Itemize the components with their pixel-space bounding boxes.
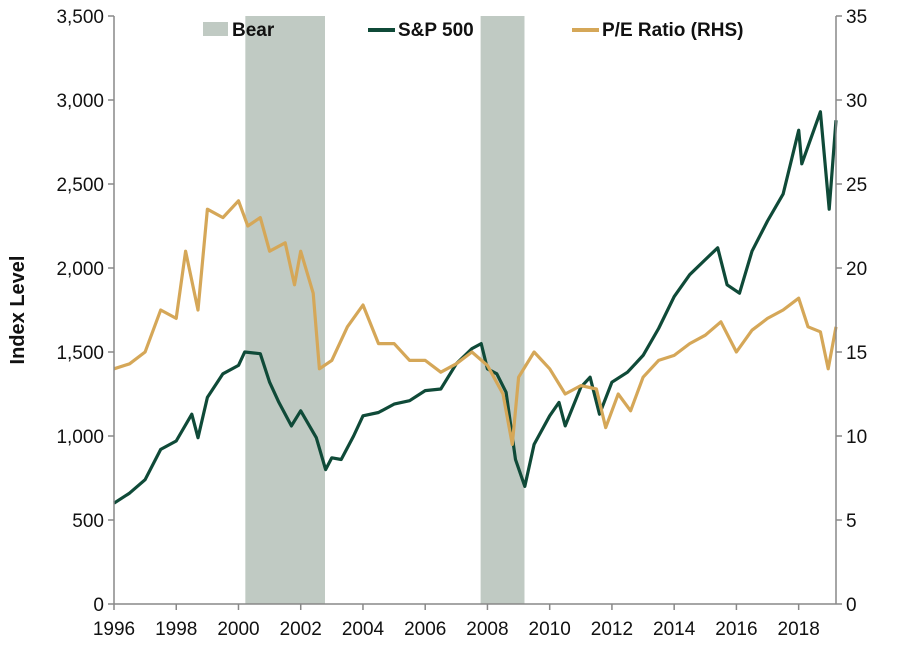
- right-tick-label: 25: [846, 175, 867, 196]
- sp500-line: [113, 110, 838, 505]
- y-axis-title: Index Level: [7, 256, 29, 365]
- right-tick-label: 30: [846, 91, 867, 112]
- x-tick-label: 1998: [155, 619, 197, 640]
- legend-sp500-label: S&P 500: [398, 20, 474, 41]
- x-tick-label: 2002: [280, 619, 322, 640]
- left-tick-label: 3,000: [56, 91, 104, 112]
- right-tick-label: 35: [846, 7, 867, 28]
- left-tick-label: 2,500: [56, 175, 104, 196]
- bear-period-0: [245, 16, 325, 604]
- pe-ratio-line: [113, 199, 838, 446]
- x-tick-label: 2004: [342, 619, 385, 640]
- tick-layer: 0 500 1,000 1,500 2,000 2,500 3,000 3,500 0 5 10 15…: [56, 7, 867, 640]
- left-tick-label: 1,500: [56, 343, 104, 364]
- axes: [113, 16, 837, 605]
- x-tick-label: 2018: [778, 619, 820, 640]
- bear-period-1: [480, 16, 525, 604]
- series-layer: [113, 110, 838, 505]
- left-tick-label: 0: [93, 595, 104, 616]
- right-tick-label: 5: [846, 511, 857, 532]
- right-tick-label: 15: [846, 343, 867, 364]
- x-tick-label: 2016: [715, 619, 757, 640]
- x-tick-label: 2010: [529, 619, 571, 640]
- x-tick-label: 1996: [93, 619, 135, 640]
- legend: Bear S&P 500 P/E Ratio (RHS): [203, 20, 743, 41]
- x-tick-label: 2000: [217, 619, 259, 640]
- left-tick-label: 500: [72, 511, 104, 532]
- bear-shading-layer: [245, 16, 525, 604]
- right-tick-label: 10: [846, 427, 867, 448]
- x-tick-label: 2014: [653, 619, 696, 640]
- legend-bear-swatch: [203, 22, 228, 36]
- x-tick-label: 2012: [591, 619, 633, 640]
- left-tick-label: 1,000: [56, 427, 104, 448]
- legend-pe-label: P/E Ratio (RHS): [602, 20, 743, 41]
- right-tick-label: 0: [846, 595, 857, 616]
- left-tick-label: 2,000: [56, 259, 104, 280]
- legend-bear-label: Bear: [232, 20, 275, 41]
- right-tick-label: 20: [846, 259, 867, 280]
- x-tick-label: 2008: [466, 619, 508, 640]
- left-tick-label: 3,500: [56, 7, 104, 28]
- x-tick-label: 2006: [404, 619, 446, 640]
